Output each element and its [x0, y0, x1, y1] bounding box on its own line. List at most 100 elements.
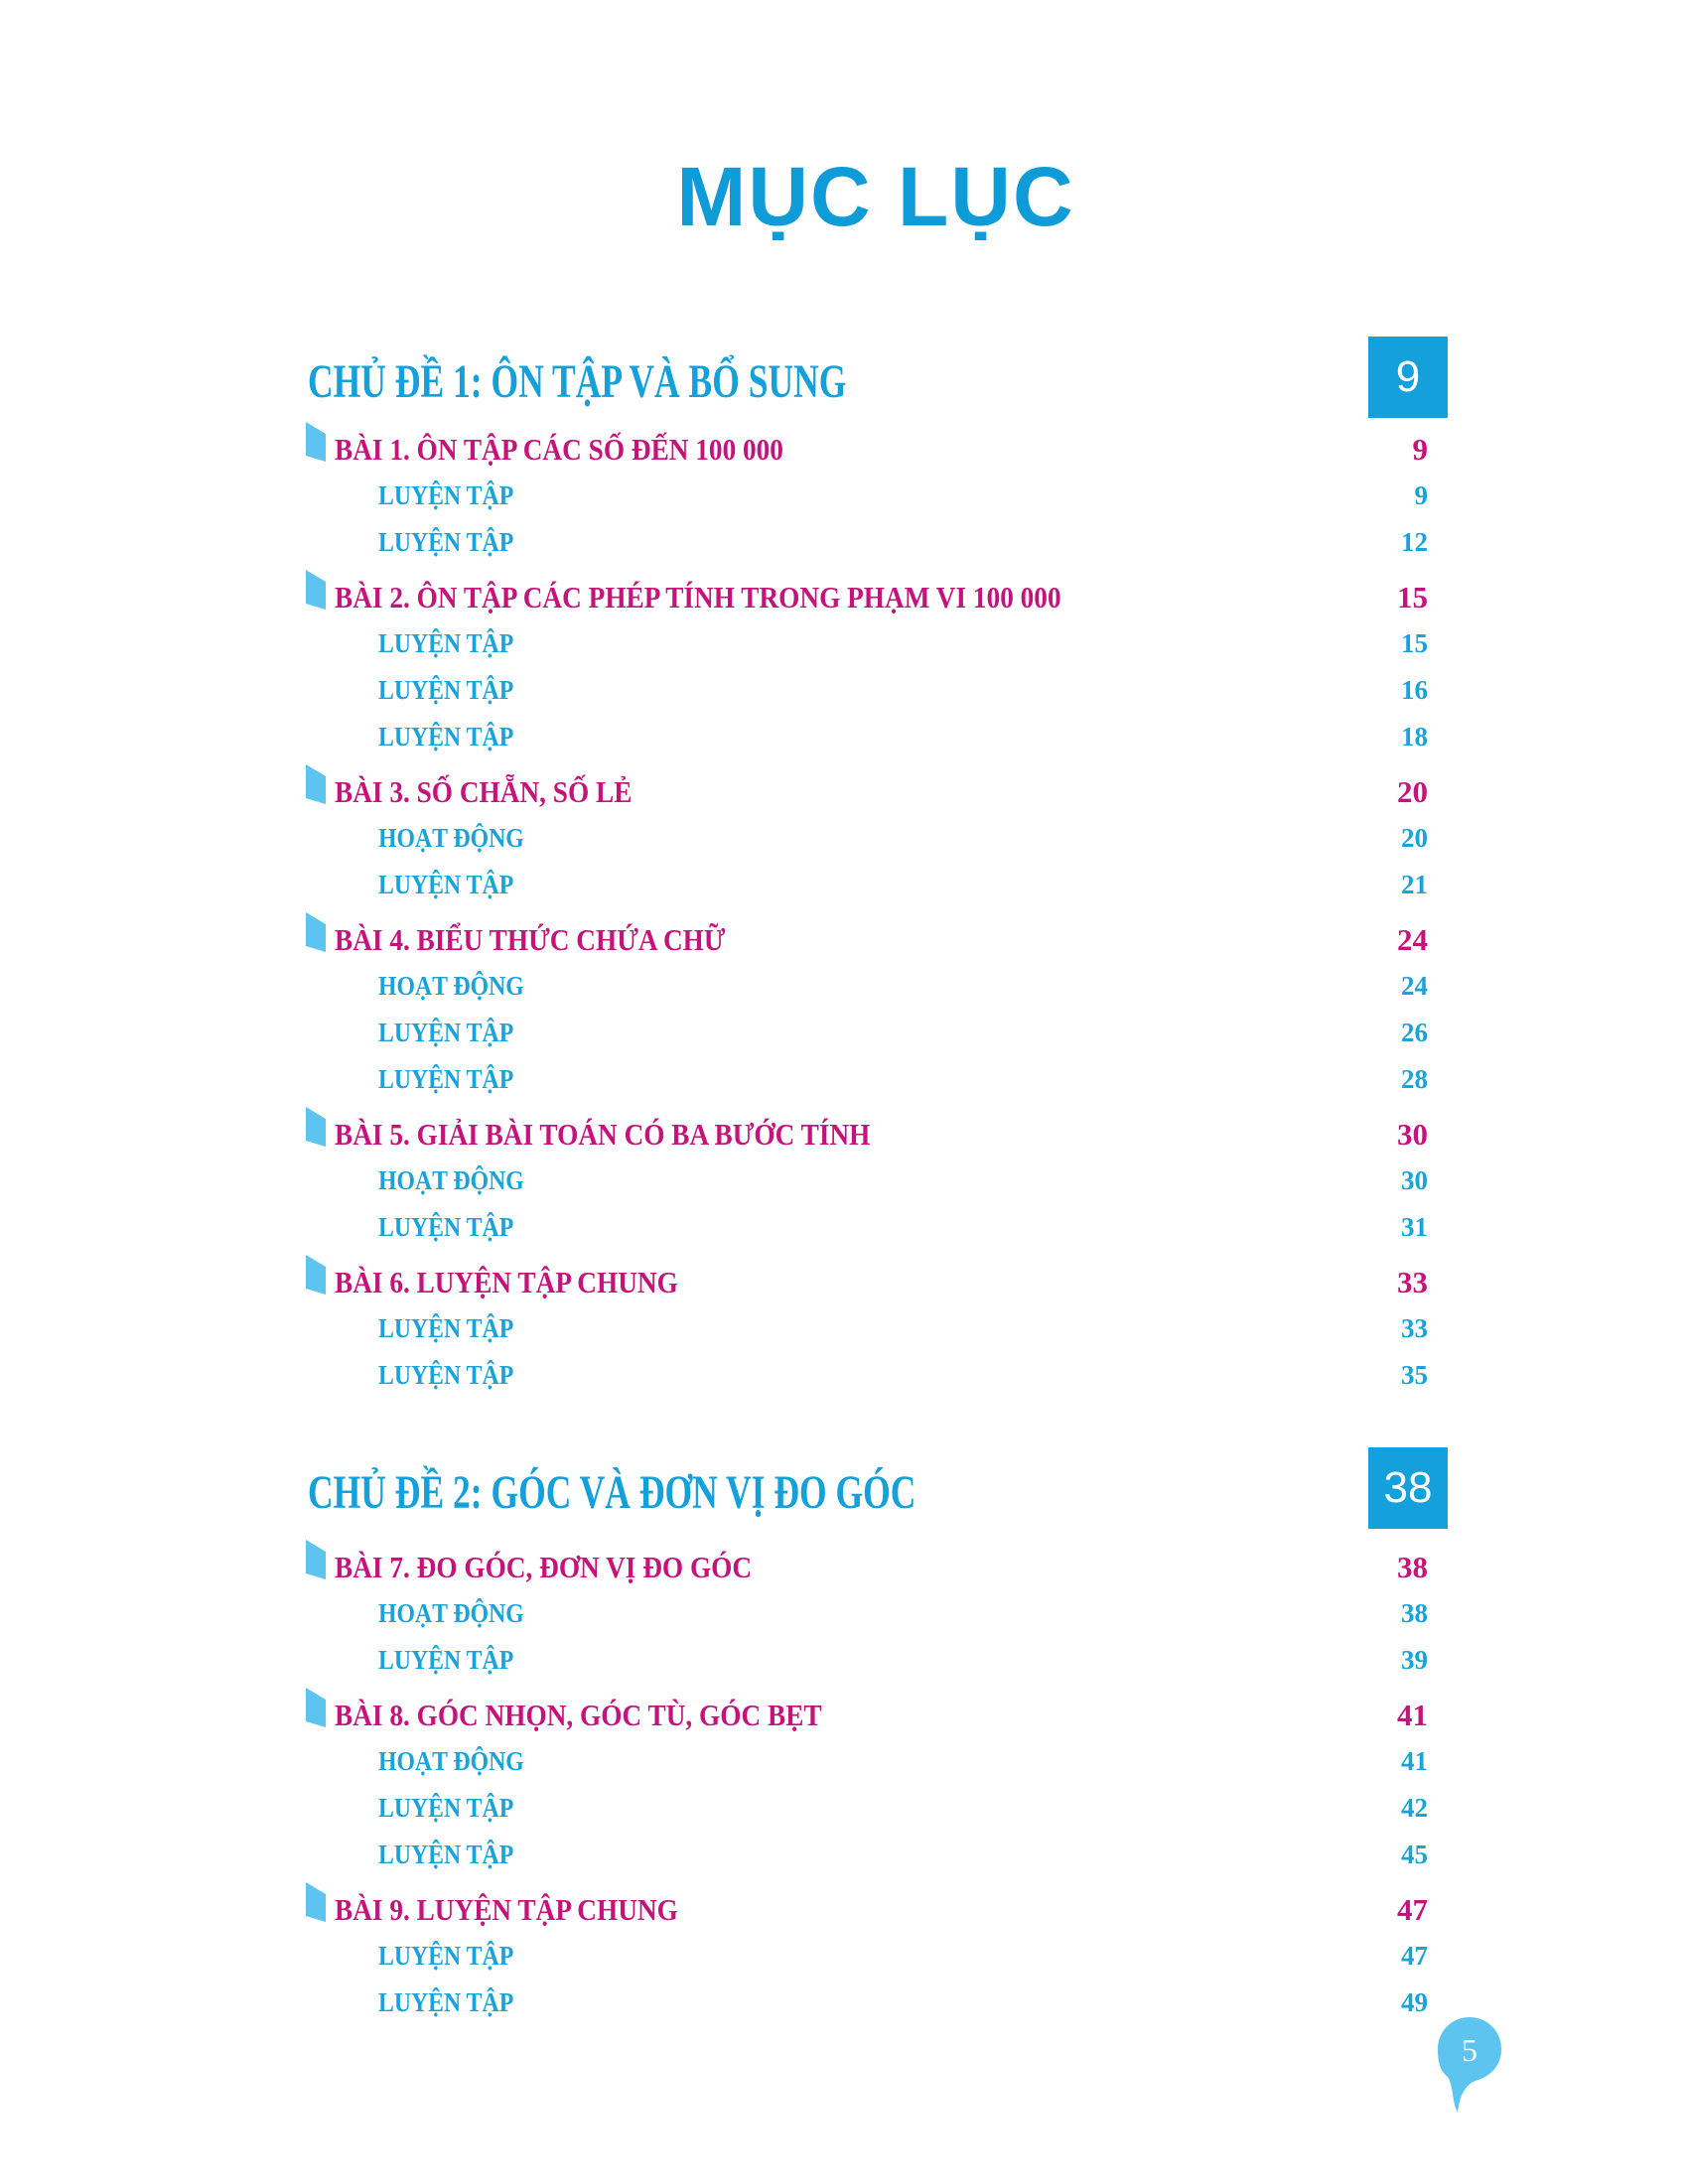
- page-number-bubble: 5: [1438, 2017, 1501, 2113]
- toc-subitem-row[interactable]: LUYỆN TẬP 15: [306, 620, 1448, 667]
- toc-subitem-row[interactable]: LUYỆN TẬP 33: [306, 1305, 1448, 1352]
- bookmark-icon: [306, 570, 326, 610]
- toc-page-number: 33: [1401, 1313, 1428, 1343]
- toc-lesson-row[interactable]: BÀI 6. LUYỆN TẬP CHUNG 33: [306, 1255, 1448, 1305]
- toc-label: LUYỆN TẬP: [378, 628, 514, 658]
- toc-subitem-row[interactable]: LUYỆN TẬP 31: [306, 1204, 1448, 1251]
- toc-lesson-row[interactable]: BÀI 5. GIẢI BÀI TOÁN CÓ BA BƯỚC TÍNH 30: [306, 1107, 1448, 1158]
- toc-subitem-row[interactable]: HOẠT ĐỘNG 41: [306, 1738, 1448, 1785]
- toc-page-number: 41: [1397, 1698, 1428, 1732]
- section-title[interactable]: CHỦ ĐỀ 2: GÓC VÀ ĐƠN VỊ ĐO GÓC: [308, 1466, 916, 1519]
- toc-label: BÀI 4. BIỂU THỨC CHỨA CHỮ: [335, 922, 726, 957]
- toc-page-number: 30: [1397, 1117, 1428, 1152]
- bookmark-icon: [306, 912, 326, 952]
- toc-subitem-row[interactable]: LUYỆN TẬP 42: [306, 1785, 1448, 1832]
- bookmark-icon: [306, 1882, 326, 1922]
- toc-subitem-row[interactable]: LUYỆN TẬP 39: [306, 1637, 1448, 1684]
- toc-page-number: 39: [1401, 1645, 1428, 1675]
- toc-label: BÀI 8. GÓC NHỌN, GÓC TÙ, GÓC BẸT: [335, 1698, 822, 1732]
- toc-subitem-row[interactable]: HOẠT ĐỘNG 38: [306, 1590, 1448, 1637]
- toc-subitem-row[interactable]: LUYỆN TẬP 9: [306, 473, 1448, 519]
- toc-page-number: 21: [1401, 870, 1428, 899]
- toc-page-number: 20: [1401, 823, 1428, 853]
- toc-label: BÀI 7. ĐO GÓC, ĐƠN VỊ ĐO GÓC: [335, 1550, 753, 1584]
- toc-label: HOẠT ĐỘNG: [378, 1598, 524, 1628]
- toc-subitem-row[interactable]: LUYỆN TẬP 35: [306, 1352, 1448, 1399]
- bookmark-icon: [306, 1540, 326, 1579]
- bookmark-icon: [306, 764, 326, 804]
- toc-page-number: 45: [1401, 1840, 1428, 1869]
- toc-label: LUYỆN TẬP: [378, 722, 514, 751]
- toc-subitem-row[interactable]: HOẠT ĐỘNG 20: [306, 815, 1448, 862]
- toc-list: BÀI 1. ÔN TẬP CÁC SỐ ĐẾN 100 000 9 LUYỆN T…: [306, 422, 1448, 1399]
- toc-label: BÀI 3. SỐ CHẴN, SỐ LẺ: [335, 774, 633, 809]
- section-header: CHỦ ĐỀ 2: GÓC VÀ ĐƠN VỊ ĐO GÓC 38: [306, 1447, 1448, 1531]
- toc-page-number: 38: [1401, 1598, 1428, 1628]
- toc-page-number: 12: [1401, 527, 1428, 557]
- toc-subitem-row[interactable]: LUYỆN TẬP 21: [306, 862, 1448, 908]
- toc-lesson-row[interactable]: BÀI 8. GÓC NHỌN, GÓC TÙ, GÓC BẸT 41: [306, 1688, 1448, 1738]
- toc-lesson-row[interactable]: BÀI 1. ÔN TẬP CÁC SỐ ĐẾN 100 000 9: [306, 422, 1448, 473]
- toc-page-number: 42: [1401, 1793, 1428, 1823]
- toc-lesson-row[interactable]: BÀI 9. LUYỆN TẬP CHUNG 47: [306, 1882, 1448, 1933]
- toc-subitem-row[interactable]: LUYỆN TẬP 28: [306, 1056, 1448, 1103]
- bookmark-icon: [306, 1107, 326, 1147]
- toc-subitem-row[interactable]: LUYỆN TẬP 45: [306, 1832, 1448, 1878]
- toc-lesson-row[interactable]: BÀI 7. ĐO GÓC, ĐƠN VỊ ĐO GÓC 38: [306, 1540, 1448, 1590]
- toc-lesson-row[interactable]: BÀI 2. ÔN TẬP CÁC PHÉP TÍNH TRONG PHẠM V…: [306, 570, 1448, 620]
- toc-lesson-row[interactable]: BÀI 3. SỐ CHẴN, SỐ LẺ 20: [306, 764, 1448, 815]
- toc-page-number: 33: [1397, 1265, 1428, 1299]
- toc-subitem-row[interactable]: HOẠT ĐỘNG 24: [306, 963, 1448, 1010]
- bookmark-icon: [306, 422, 326, 462]
- toc-label: LUYỆN TẬP: [378, 1212, 514, 1242]
- toc-label: LUYỆN TẬP: [378, 870, 514, 899]
- toc-page-number: 38: [1397, 1550, 1428, 1584]
- toc-label: LUYỆN TẬP: [378, 675, 514, 705]
- toc-label: LUYỆN TẬP: [378, 1941, 514, 1971]
- toc-subitem-row[interactable]: HOẠT ĐỘNG 30: [306, 1158, 1448, 1204]
- toc-label: LUYỆN TẬP: [378, 1360, 514, 1390]
- toc-subitem-row[interactable]: LUYỆN TẬP 12: [306, 519, 1448, 566]
- toc-page-number: 47: [1401, 1941, 1428, 1971]
- toc-label: LUYỆN TẬP: [378, 1645, 514, 1675]
- toc-page-number: 15: [1401, 628, 1428, 658]
- toc-label: BÀI 9. LUYỆN TẬP CHUNG: [335, 1892, 678, 1927]
- toc-page-number: 31: [1401, 1212, 1428, 1242]
- toc-subitem-row[interactable]: LUYỆN TẬP 16: [306, 667, 1448, 714]
- toc-label: HOẠT ĐỘNG: [378, 823, 524, 853]
- toc-label: LUYỆN TẬP: [378, 1018, 514, 1047]
- page-title: MỤC LỤC: [676, 150, 1075, 243]
- section-1: CHỦ ĐỀ 1: ÔN TẬP VÀ BỔ SUNG 9 BÀI 1. ÔN T…: [306, 337, 1448, 1399]
- toc-page-number: 15: [1397, 580, 1428, 614]
- section-title[interactable]: CHỦ ĐỀ 1: ÔN TẬP VÀ BỔ SUNG: [308, 355, 847, 408]
- toc-page-number: 49: [1401, 1987, 1428, 2017]
- toc-lesson-row[interactable]: BÀI 4. BIỂU THỨC CHỨA CHỮ 24: [306, 912, 1448, 963]
- toc-page-number: 20: [1397, 774, 1428, 809]
- toc-subitem-row[interactable]: LUYỆN TẬP 18: [306, 714, 1448, 760]
- toc-subitem-row[interactable]: LUYỆN TẬP 49: [306, 1979, 1448, 2026]
- toc-label: BÀI 6. LUYỆN TẬP CHUNG: [335, 1265, 678, 1299]
- toc-page-number: 47: [1397, 1892, 1428, 1927]
- toc-label: HOẠT ĐỘNG: [378, 971, 524, 1001]
- bookmark-icon: [306, 1255, 326, 1295]
- toc-page-number: 9: [1414, 480, 1429, 510]
- section-header: CHỦ ĐỀ 1: ÔN TẬP VÀ BỔ SUNG 9: [306, 337, 1448, 420]
- bookmark-icon: [306, 1688, 326, 1727]
- section-2: CHỦ ĐỀ 2: GÓC VÀ ĐƠN VỊ ĐO GÓC 38 BÀI 7. …: [306, 1447, 1448, 2026]
- toc-page-number: 26: [1401, 1018, 1428, 1047]
- toc-subitem-row[interactable]: LUYỆN TẬP 26: [306, 1010, 1448, 1056]
- toc-label: BÀI 2. ÔN TẬP CÁC PHÉP TÍNH TRONG PHẠM V…: [335, 580, 1061, 614]
- toc-list: BÀI 7. ĐO GÓC, ĐƠN VỊ ĐO GÓC 38 HOẠT ĐỘNG 3…: [306, 1540, 1448, 2026]
- section-page-box: 9: [1368, 337, 1448, 418]
- toc-page-number: 28: [1401, 1064, 1428, 1094]
- toc-label: LUYỆN TẬP: [378, 1064, 514, 1094]
- toc-label: LUYỆN TẬP: [378, 1313, 514, 1343]
- toc-label: HOẠT ĐỘNG: [378, 1746, 524, 1776]
- section-page-box: 38: [1368, 1447, 1448, 1529]
- toc-page-number: 18: [1401, 722, 1428, 751]
- toc-label: LUYỆN TẬP: [378, 1793, 514, 1823]
- toc-page-number: 41: [1401, 1746, 1428, 1776]
- toc-subitem-row[interactable]: LUYỆN TẬP 47: [306, 1933, 1448, 1979]
- toc-page-number: 9: [1412, 432, 1429, 467]
- toc-label: BÀI 1. ÔN TẬP CÁC SỐ ĐẾN 100 000: [335, 432, 783, 467]
